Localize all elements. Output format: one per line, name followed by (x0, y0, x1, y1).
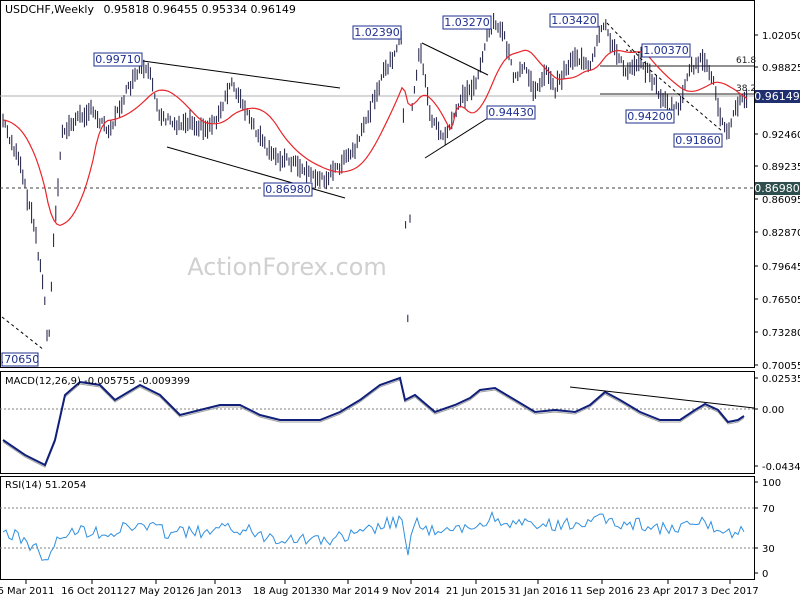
support-price-tag: 0.86980 (754, 182, 800, 195)
chart-title: USDCHF,Weekly 0.95818 0.96455 0.95334 0.… (5, 3, 296, 16)
date-tick-label: 31 Jan 2016 (508, 586, 568, 597)
date-tick-label: 11 Sep 2016 (570, 586, 633, 597)
date-tick-label: 6 Jan 2013 (188, 586, 242, 597)
price-tick-label: 0.89235 (762, 162, 800, 173)
rsi-line-path (2, 510, 745, 561)
rsi-tick-label: 70 (762, 504, 775, 515)
label-1-03270: 1.03270 (442, 15, 492, 30)
svg-text:.70650: .70650 (1, 353, 40, 366)
svg-text:0.94200: 0.94200 (627, 110, 673, 123)
svg-text:1.02390: 1.02390 (354, 26, 400, 39)
macd-tick-label: 0.00 (762, 405, 784, 416)
symbol-label: USDCHF,Weekly (5, 3, 94, 16)
fib-61-8-label: 61.8 (736, 56, 756, 66)
date-tick-label: 21 Jun 2015 (446, 586, 506, 597)
label-0-91860: 0.91860 (673, 133, 723, 148)
macd-trendline (569, 386, 755, 409)
moving-average-line (2, 49, 748, 227)
rsi-panel-frame (0, 476, 755, 580)
date-tick-label: 18 Aug 2013 (253, 586, 317, 597)
date-axis: 6 Mar 2011 16 Oct 2011 27 May 2012 6 Jan 20… (0, 580, 759, 597)
current-price-tag: 0.96149 (754, 90, 800, 103)
rsi-title: RSI(14) 51.2054 (5, 480, 86, 491)
date-tick-label: 6 Mar 2011 (0, 586, 55, 597)
trendline-lower-2012 (166, 146, 346, 199)
price-tick-label: 0.86095 (762, 195, 800, 206)
label-0-70650: .70650 (1, 352, 40, 367)
rsi-tick-label: 100 (762, 478, 781, 489)
date-tick-label: 16 Oct 2011 (61, 586, 123, 597)
price-tick-label: 0.70055 (762, 361, 800, 372)
moving-average (2, 49, 748, 227)
trendline-upper-2012 (142, 60, 341, 89)
triangle-lower (424, 117, 489, 159)
price-tick-label: 0.98825 (762, 63, 800, 74)
macd-title: MACD(12,26,9) -0.005755 -0.009399 (5, 376, 190, 387)
fib-38-2-label: 38.2 (736, 84, 756, 94)
date-tick-label: 3 Dec 2017 (701, 586, 759, 597)
label-0-99710: 0.99710 (93, 52, 143, 67)
price-tick-label: 0.82870 (762, 228, 800, 239)
svg-text:0.86980: 0.86980 (754, 182, 800, 195)
label-1-02390: 1.02390 (352, 25, 402, 40)
svg-text:0.94430: 0.94430 (488, 106, 534, 119)
date-tick-label: 27 May 2012 (123, 586, 188, 597)
rsi-tick-label: 0 (762, 569, 768, 580)
price-tick-label: 0.73280 (762, 328, 800, 339)
svg-text:0.91860: 0.91860 (675, 134, 721, 147)
price-tick-label: 0.79645 (762, 262, 800, 273)
svg-text:1.03270: 1.03270 (444, 16, 490, 29)
triangle-upper (421, 42, 489, 76)
label-0-94200: 0.94200 (625, 109, 675, 124)
macd-lines (2, 376, 745, 468)
macd-signal-line (2, 379, 745, 468)
price-bars (2, 13, 748, 342)
macd-main-line (2, 376, 745, 467)
price-tick-label: 0.92460 (762, 130, 800, 141)
rsi-tick-label: 30 (762, 544, 775, 555)
trendline-2011-decline (1, 316, 45, 351)
macd-tick-label: 0.025353 (762, 374, 800, 385)
price-tick-label: 0.76505 (762, 295, 800, 306)
date-tick-label: 23 Apr 2017 (637, 586, 699, 597)
price-y-axis: 1.020500.988250.956000.924600.892350.860… (754, 31, 800, 372)
price-level-labels: 1.02390 1.03270 1.03420 0.99710 1.00370 … (1, 13, 723, 367)
label-0-86980: 0.86980 (263, 182, 313, 197)
macd-tick-label: -0.043419 (762, 462, 800, 473)
svg-text:1.03420: 1.03420 (551, 14, 597, 27)
label-1-00370: 1.00370 (641, 43, 691, 58)
rsi-y-axis: 100 70 30 0 (754, 478, 781, 580)
macd-y-axis: 0.025353 0.00 -0.043419 (754, 374, 800, 473)
date-tick-label: 30 Mar 2014 (316, 586, 379, 597)
svg-text:0.86980: 0.86980 (265, 183, 311, 196)
watermark: ActionForex.com (187, 253, 387, 281)
trendline-2016-top (606, 22, 649, 67)
trendline-2017-drop (649, 69, 723, 132)
svg-text:1.00370: 1.00370 (643, 44, 689, 57)
svg-text:0.99710: 0.99710 (95, 53, 141, 66)
label-0-94430: 0.94430 (486, 105, 536, 120)
price-tick-label: 1.02050 (762, 31, 800, 42)
rsi-line (2, 510, 745, 561)
date-tick-label: 9 Nov 2014 (382, 586, 440, 597)
label-1-03420: 1.03420 (549, 13, 599, 28)
svg-text:0.96149: 0.96149 (754, 90, 800, 103)
ohlc-values: 0.95818 0.96455 0.95334 0.96149 (103, 3, 295, 16)
